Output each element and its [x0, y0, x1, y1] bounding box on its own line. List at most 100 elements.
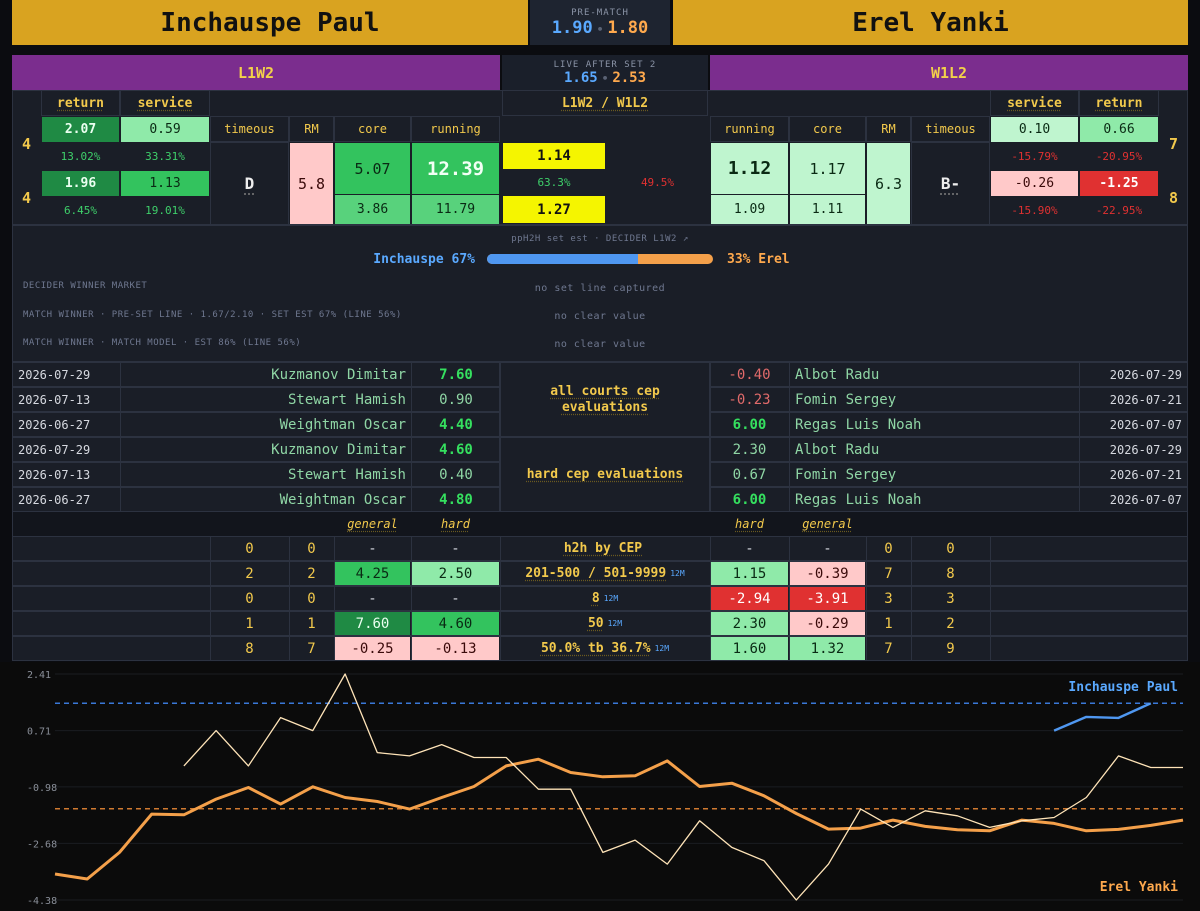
h2h-col-divider: [710, 536, 711, 561]
h2h-col-divider: [990, 611, 991, 636]
h2h-col-divider: [334, 611, 335, 636]
h2h-col-divider: [710, 611, 711, 636]
h2h-label: h2h by CEP: [563, 541, 643, 556]
h2h-label-cell: h2h by CEP: [500, 536, 710, 561]
decider-row-value: no clear value: [554, 310, 646, 322]
cep-col-divider: [120, 437, 121, 462]
h2h-col-divider: [411, 586, 412, 611]
h2h-col-divider: [210, 586, 211, 611]
h2h-label: 201-500 / 501-9999: [525, 566, 667, 581]
decider-left-label: Inchauspe 67%: [373, 251, 475, 267]
cep-left-value: 7.60: [439, 366, 473, 383]
right-service-b-pct: -15.90%: [1011, 204, 1058, 217]
player-left-name: Inchauspe Paul: [12, 0, 528, 45]
cep-right-value: -0.40: [728, 366, 771, 383]
h2h-col-divider: [289, 586, 290, 611]
col-rm-left: RM: [289, 116, 334, 142]
prematch-left-odds: 1.90: [551, 17, 593, 38]
h2h-col-divider: [334, 561, 335, 586]
left-return-a: 2.07: [42, 117, 119, 142]
col-timeous-right: timeous: [911, 116, 990, 142]
h2h-right-hard: -2.94: [711, 587, 788, 610]
left-service-a-pct: 33.31%: [145, 150, 185, 163]
h2h-right-count-b: 3: [946, 590, 955, 607]
cep-col-divider: [411, 362, 412, 387]
pattern-right: W1L2: [710, 55, 1188, 90]
prematch-odds: PRE-MATCH 1.90 • 1.80: [530, 0, 670, 45]
h2h-col-divider: [866, 636, 867, 661]
h2h-col-divider: [789, 636, 790, 661]
h2h-right-general: -3.91: [790, 587, 865, 610]
cep-col-divider: [789, 487, 790, 512]
col-service-left: service: [120, 90, 210, 116]
h2h-row: [12, 611, 1188, 636]
decider-probability-bar: [487, 254, 713, 264]
player-right-name: Erel Yanki: [673, 0, 1188, 45]
cep-col-divider: [120, 487, 121, 512]
h2h-12m-tag: 12M: [654, 644, 670, 653]
cep-col-divider: [789, 362, 790, 387]
cep-col-divider: [789, 437, 790, 462]
chart-y-tick-label: 0.71: [27, 727, 51, 738]
h2h-col-divider: [500, 586, 501, 611]
left-return-b: 1.96: [42, 171, 119, 196]
cep-right-value: 6.00: [732, 491, 767, 508]
h2h-label: 8: [591, 591, 600, 606]
cep-left-opponent: Stewart Hamish: [287, 391, 406, 408]
h2h-12m-tag: 12M: [670, 569, 685, 578]
h2h-left-general: 7.60: [335, 612, 410, 635]
h2h-right-count-b: 2: [946, 615, 955, 632]
h2h-col-divider: [866, 536, 867, 561]
h2h-col-divider: [411, 536, 412, 561]
h2h-col-divider: [990, 586, 991, 611]
chart-legend-right-player: Erel Yanki: [1100, 880, 1178, 895]
h2h-left-count-b: 1: [307, 615, 316, 632]
cep-left-row: [12, 487, 500, 512]
left-running-b: 11.79: [412, 195, 499, 224]
h2h-left-hard: 2.50: [412, 562, 499, 585]
cep-history-chart: 2.41 0.71 -0.98 -2.68 -4.38 Inchauspe Paul Ere…: [0, 662, 1200, 911]
h2h-row: [12, 586, 1188, 611]
cep-col-divider: [1079, 387, 1080, 412]
chart-series-line: [1053, 702, 1152, 732]
h2h-left-count-b: 0: [307, 590, 316, 607]
h2h-col-divider: [289, 561, 290, 586]
mid-pct-a: 63.3%: [537, 176, 571, 189]
cep-left-opponent: Kuzmanov Dimitar: [271, 441, 406, 458]
cep-left-opponent: Stewart Hamish: [287, 466, 406, 483]
h2h-row: [12, 536, 1188, 561]
h2h-left-hard: -: [451, 590, 460, 607]
chart-legend-left-player: Inchauspe Paul: [1068, 680, 1178, 695]
decider-row-value: no set line captured: [534, 282, 666, 294]
h2h-col-divider: [710, 561, 711, 586]
h2h-left-count-a: 0: [245, 540, 254, 557]
h2h-right-count-a: 7: [884, 640, 893, 657]
h2h-col-divider: [911, 611, 912, 636]
pattern-mid: L1W2 / W1L2: [502, 90, 708, 116]
h2h-col-divider: [210, 561, 211, 586]
cep-right-value: 0.67: [732, 466, 767, 483]
cep-left-date: 2026-07-13: [18, 392, 91, 407]
cep-left-date: 2026-06-27: [18, 492, 91, 507]
h2h-right-hard: 1.60: [711, 637, 788, 660]
h2h-col-divider: [289, 636, 290, 661]
h2h-right-hard: 2.30: [711, 612, 788, 635]
h2h-left-hard: 4.60: [412, 612, 499, 635]
h2h-col-divider: [500, 636, 501, 661]
col-service-right: service: [990, 90, 1079, 116]
left-return-b-pct: 6.45%: [63, 204, 98, 217]
right-row-b-count: 8: [1168, 189, 1179, 207]
right-service-a-pct: -15.79%: [1011, 150, 1058, 163]
h2h-left-hard: -: [451, 540, 460, 557]
h2h-col-divider: [289, 536, 290, 561]
h2h-col-divider: [334, 636, 335, 661]
mid-value-b: 1.27: [503, 196, 605, 223]
h2h-left-general: -0.25: [335, 637, 410, 660]
h2h-right-count-a: 1: [884, 615, 893, 632]
h2h-row: [12, 561, 1188, 586]
chart-y-tick-label: -4.38: [27, 896, 57, 907]
cep-right-opponent: Fomin Sergey: [795, 466, 897, 483]
h2h-label-cell: 50.0% tb 36.7% 12M: [500, 636, 710, 661]
cep-col-divider: [1079, 462, 1080, 487]
cep-col-divider: [411, 462, 412, 487]
